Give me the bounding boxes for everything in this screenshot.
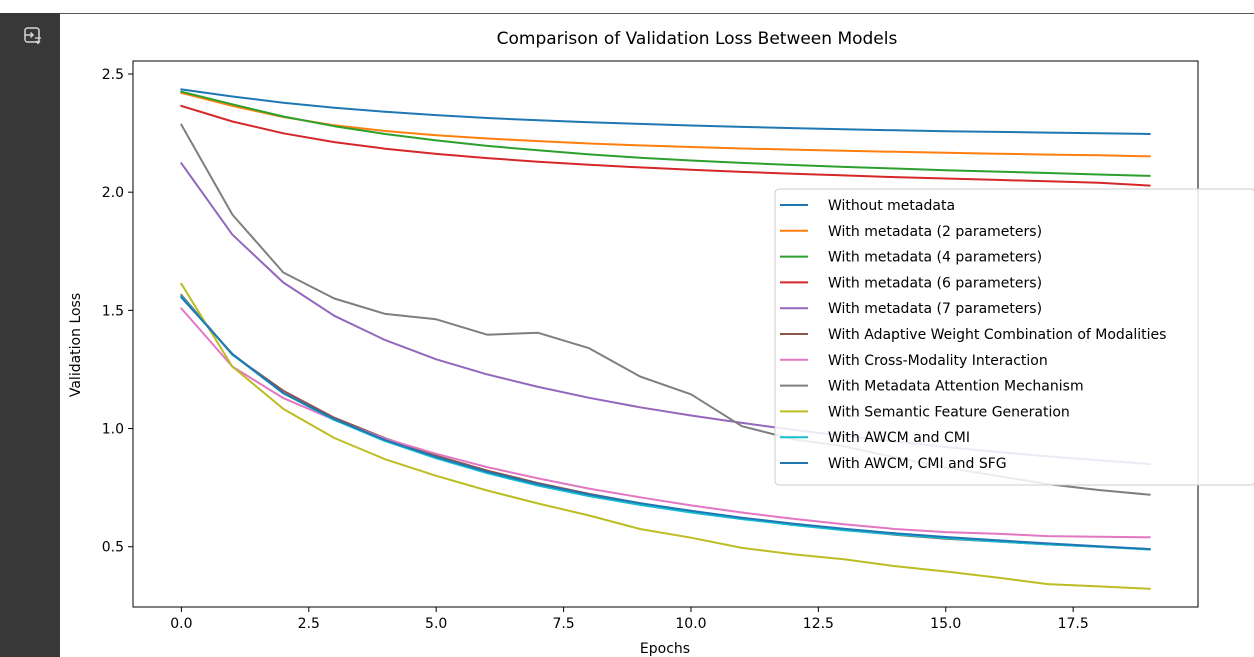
- series-line-9: [180, 282, 1151, 590]
- x-axis: 0.0 2.5 5.0 7.5 10.0 12.5 15.0 17.5: [170, 607, 1089, 632]
- chart-legend: Without metadata With metadata (2 paramet…: [774, 188, 1254, 486]
- series-line-2: [180, 91, 1151, 158]
- legend-label: With Cross-Modality Interaction: [828, 353, 1048, 369]
- legend-label: With metadata (6 parameters): [828, 275, 1042, 291]
- frame-top-border: [0, 13, 1254, 14]
- y-tick-label: 2.0: [102, 185, 124, 201]
- legend-box: [774, 188, 1254, 486]
- y-tick-label: 0.5: [102, 540, 124, 556]
- legend-label: With AWCM, CMI and SFG: [828, 456, 1007, 472]
- legend-label: With metadata (2 parameters): [828, 224, 1042, 240]
- series-line-11: [179, 295, 1151, 551]
- output-sidebar: [0, 13, 60, 657]
- x-tick-label: 2.5: [298, 616, 320, 632]
- legend-label: With AWCM and CMI: [828, 430, 970, 446]
- x-axis-label: Epochs: [640, 641, 690, 657]
- series-line-1: [180, 88, 1151, 136]
- x-tick-label: 5.0: [425, 616, 447, 632]
- validation-loss-chart: Comparison of Validation Loss Between Mo…: [68, 29, 1254, 657]
- legend-label: With Adaptive Weight Combination of Moda…: [828, 327, 1166, 343]
- y-axis: 0.5 1.0 1.5 2.0 2.5: [102, 67, 133, 556]
- output-toggle-button[interactable]: [20, 23, 46, 49]
- y-tick-label: 1.0: [102, 422, 124, 438]
- series-line-3: [180, 90, 1151, 177]
- output-toggle-icon: [24, 27, 41, 45]
- x-tick-label: 0.0: [170, 616, 192, 632]
- legend-label: With metadata (4 parameters): [828, 250, 1042, 266]
- y-tick-label: 1.5: [102, 303, 124, 319]
- x-tick-label: 15.0: [930, 616, 961, 632]
- x-tick-label: 12.5: [803, 616, 834, 632]
- legend-label: With Semantic Feature Generation: [828, 404, 1070, 420]
- y-tick-label: 2.5: [102, 67, 124, 83]
- x-tick-label: 17.5: [1058, 616, 1089, 632]
- x-tick-label: 7.5: [552, 616, 574, 632]
- series-lines: [179, 88, 1151, 590]
- series-line-4: [180, 104, 1151, 187]
- legend-label: With Metadata Attention Mechanism: [828, 379, 1084, 395]
- x-tick-label: 10.0: [675, 616, 706, 632]
- legend-label: With metadata (7 parameters): [828, 301, 1042, 317]
- y-axis-label: Validation Loss: [68, 293, 84, 397]
- chart-title: Comparison of Validation Loss Between Mo…: [497, 29, 898, 49]
- legend-label: Without metadata: [828, 198, 955, 214]
